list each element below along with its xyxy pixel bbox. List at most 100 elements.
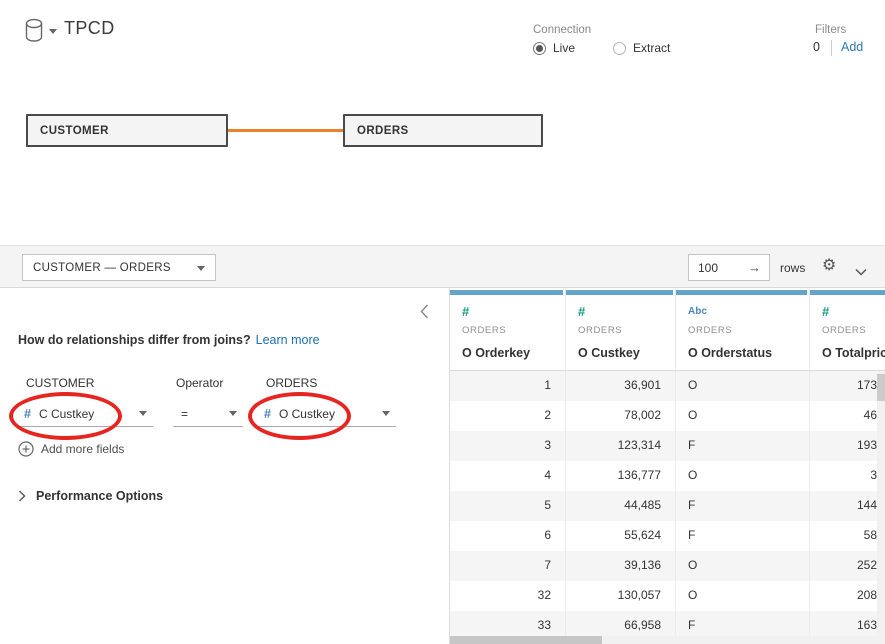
- grid-cell: 46,9: [810, 401, 885, 431]
- right-field-dropdown[interactable]: # O Custkey: [258, 401, 396, 427]
- number-type-icon: #: [578, 304, 586, 319]
- grid-cell: 144,6: [810, 491, 885, 521]
- table-row: 5 44,485 F 144,6: [450, 491, 885, 521]
- circle-plus-icon: [18, 441, 34, 457]
- table-row: 7 39,136 O 252,0: [450, 551, 885, 581]
- chevron-down-icon: [139, 411, 147, 416]
- grid-cell: 136,777: [566, 461, 676, 491]
- chevron-down-icon: [197, 266, 205, 271]
- column-table-name: ORDERS: [462, 325, 507, 336]
- radio-selected-icon: [533, 41, 546, 55]
- grid-cell: O: [676, 551, 810, 581]
- filters-label: Filters: [815, 24, 847, 36]
- gear-icon[interactable]: ⚙: [822, 255, 837, 274]
- grid-cell: 130,057: [566, 581, 676, 611]
- grid-cell: 208,6: [810, 581, 885, 611]
- column-header[interactable]: # ORDERS O Custkey: [566, 288, 676, 371]
- grid-body: 1 36,901 O 173,6 2 78,002 O 46,9 3 123,314 F 193,8 4…: [450, 371, 885, 641]
- grid-cell: 2: [450, 401, 566, 431]
- canvas-table-orders[interactable]: ORDERS: [343, 114, 543, 147]
- grid-cell: 1: [450, 371, 566, 401]
- table-row: 1 36,901 O 173,6: [450, 371, 885, 401]
- connection-extract-radio[interactable]: Extract: [613, 41, 670, 55]
- column-header[interactable]: # ORDERS O Totalprice: [810, 288, 885, 371]
- canvas-table-customer[interactable]: CUSTOMER: [26, 114, 228, 147]
- grid-cell: 32: [450, 581, 566, 611]
- grid-header-row: # ORDERS O Orderkey # ORDERS O Custkey Abc ORDE…: [450, 288, 885, 371]
- grid-cell: 123,314: [566, 431, 676, 461]
- grid-cell: O: [676, 461, 810, 491]
- radio-unselected-icon: [613, 41, 626, 55]
- filters-divider: [831, 40, 832, 56]
- connection-live-radio[interactable]: Live: [533, 41, 575, 55]
- relationship-noodle[interactable]: [228, 129, 343, 132]
- grid-cell: 7: [450, 551, 566, 581]
- column-field-name: O Totalprice: [822, 346, 885, 360]
- relationship-selector-dropdown[interactable]: CUSTOMER — ORDERS: [22, 254, 216, 281]
- grid-cell: O: [676, 401, 810, 431]
- operator-column-label: Operator: [176, 376, 224, 390]
- grid-cell: 44,485: [566, 491, 676, 521]
- column-header-bar: [450, 290, 563, 295]
- column-table-name: ORDERS: [822, 325, 867, 336]
- datasource-database-icon[interactable]: [24, 18, 45, 49]
- grid-cell: F: [676, 491, 810, 521]
- column-header-bar: [566, 290, 673, 295]
- column-field-name: O Orderstatus: [688, 346, 773, 360]
- grid-cell: 6: [450, 521, 566, 551]
- apply-rows-arrow-icon[interactable]: →: [748, 260, 761, 275]
- grid-cell: 39,136: [566, 551, 676, 581]
- column-header[interactable]: Abc ORDERS O Orderstatus: [676, 288, 810, 371]
- left-table-column-label: CUSTOMER: [26, 376, 95, 390]
- learn-more-link[interactable]: Learn more: [255, 333, 320, 347]
- grid-cell: 3: [450, 431, 566, 461]
- grid-cell: F: [676, 521, 810, 551]
- operator-dropdown[interactable]: =: [173, 401, 243, 427]
- preview-toolbar: CUSTOMER — ORDERS 100 → rows ⚙: [0, 245, 885, 288]
- add-more-fields-button[interactable]: Add more fields: [18, 441, 124, 457]
- vertical-scrollbar-thumb[interactable]: [877, 374, 885, 401]
- column-table-name: ORDERS: [688, 325, 733, 336]
- row-count-input[interactable]: 100 →: [688, 254, 770, 281]
- column-header-bar: [676, 290, 807, 295]
- grid-cell: 4: [450, 461, 566, 491]
- horizontal-scrollbar-track[interactable]: [450, 636, 885, 644]
- table-row: 32 130,057 O 208,6: [450, 581, 885, 611]
- grid-cell: 5: [450, 491, 566, 521]
- relationships-question-text: How do relationships differ from joins? L…: [18, 333, 320, 347]
- grid-cell: 55,624: [566, 521, 676, 551]
- grid-cell: 32,: [810, 461, 885, 491]
- datasource-dropdown-caret-icon[interactable]: [49, 29, 57, 34]
- grid-cell: 66,958: [566, 611, 676, 641]
- table-row: 2 78,002 O 46,9: [450, 401, 885, 431]
- chevron-down-icon[interactable]: [855, 263, 867, 281]
- performance-options-expander[interactable]: Performance Options: [18, 489, 163, 503]
- column-header[interactable]: # ORDERS O Orderkey: [450, 288, 566, 371]
- relationship-edit-panel: How do relationships differ from joins? L…: [0, 288, 450, 644]
- chevron-right-icon: [19, 490, 26, 502]
- rows-label: rows: [780, 261, 806, 275]
- horizontal-scrollbar-thumb[interactable]: [450, 636, 602, 644]
- data-preview-grid: # ORDERS O Orderkey # ORDERS O Custkey Abc ORDE…: [450, 288, 885, 644]
- chevron-down-icon: [229, 411, 237, 416]
- grid-cell: O: [676, 581, 810, 611]
- left-field-dropdown[interactable]: # C Custkey: [18, 401, 153, 427]
- grid-cell: O: [676, 371, 810, 401]
- filters-count: 0: [813, 40, 820, 54]
- number-type-icon: #: [462, 304, 470, 319]
- grid-cell: 78,002: [566, 401, 676, 431]
- grid-cell: 58,7: [810, 521, 885, 551]
- grid-cell: 173,6: [810, 371, 885, 401]
- column-table-name: ORDERS: [578, 325, 623, 336]
- collapse-panel-chevron-left-icon[interactable]: [420, 304, 429, 324]
- filters-add-button[interactable]: Add: [841, 40, 864, 54]
- grid-cell: 193,8: [810, 431, 885, 461]
- grid-cell: 252,0: [810, 551, 885, 581]
- connection-label: Connection: [533, 24, 592, 36]
- number-type-icon: #: [822, 304, 830, 319]
- number-type-icon: #: [24, 406, 31, 421]
- column-field-name: O Orderkey: [462, 346, 531, 360]
- grid-cell: F: [676, 611, 810, 641]
- vertical-scrollbar-track[interactable]: [877, 372, 885, 644]
